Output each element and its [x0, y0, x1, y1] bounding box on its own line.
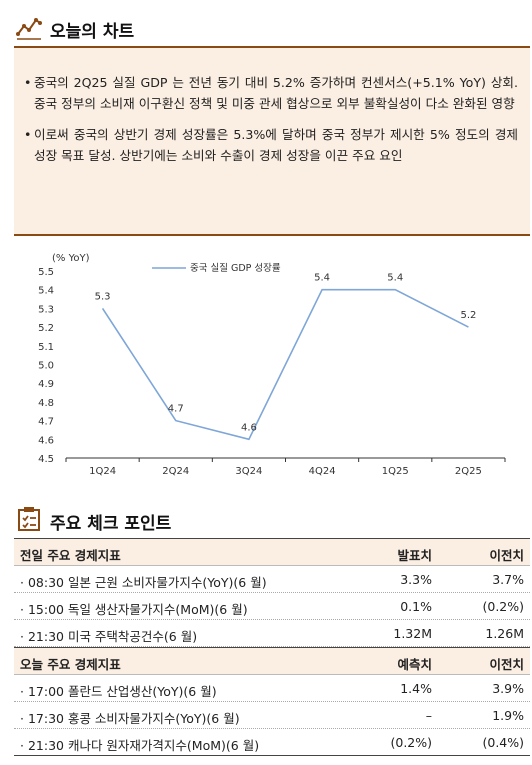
- indicator-actual: 1.32M: [393, 626, 432, 641]
- table-row: · 08:30 일본 근원 소비자물가지수(YoY)(6 월) 3.3% 3.7…: [14, 566, 530, 593]
- header-forecast: 예측치: [397, 657, 432, 672]
- header-previous: 이전치: [489, 548, 524, 563]
- y-axis-unit-label: (% YoY): [52, 253, 90, 264]
- indicator-name: · 08:30 일본 근원 소비자물가지수(YoY)(6 월): [20, 575, 267, 590]
- line-chart: (% YoY) 4.5 4.6 4.7 4.8 4.9 5.0 5.1 5.2 5.3 5.4 5.5…: [38, 253, 506, 477]
- indicator-name: · 17:30 홍콩 소비자물가지수(YoY)(6 월): [20, 711, 240, 726]
- indicator-previous: 1.9%: [492, 708, 524, 723]
- indicator-actual: 3.3%: [400, 572, 432, 587]
- summary-bullet-2: 이로써 중국의 상반기 경제 성장률은 5.3%에 달하며 중국 정부가 제시한…: [24, 124, 518, 166]
- legend-label: 중국 실질 GDP 성장률: [190, 262, 281, 274]
- data-label: 5.2: [460, 310, 476, 321]
- header-name: 전일 주요 경제지표: [20, 548, 121, 563]
- summary-box: 중국의 2Q25 실질 GDP 는 전년 동기 대비 5.2% 증가하며 컨센서…: [14, 48, 530, 236]
- table-row: · 21:30 캐나다 원자재가격지수(MoM)(6 월) (0.2%) (0.…: [14, 729, 530, 756]
- checklist-icon: [18, 507, 40, 531]
- y-tick-label: 4.5: [38, 454, 54, 465]
- today-header-row: 오늘 주요 경제지표 예측치 이전치: [14, 647, 530, 675]
- header-previous: 이전치: [489, 657, 524, 672]
- x-tick-label: 1Q24: [89, 466, 116, 477]
- y-tick-label: 4.7: [38, 417, 54, 428]
- indicator-previous: 1.26M: [485, 626, 524, 641]
- indicator-forecast: 1.4%: [400, 681, 432, 696]
- indicator-forecast: –: [425, 708, 432, 723]
- series-line: [101, 288, 469, 441]
- table-row: · 17:00 폴란드 산업생산(YoY)(6 월) 1.4% 3.9%: [14, 675, 530, 702]
- section-divider: [14, 46, 530, 48]
- section-title: 오늘의 차트: [50, 22, 135, 42]
- header-actual: 발표치: [397, 548, 432, 563]
- y-tick-label: 5.4: [38, 286, 54, 297]
- indicator-name: · 17:00 폴란드 산업생산(YoY)(6 월): [20, 684, 217, 699]
- x-tick-label: 1Q25: [382, 466, 409, 477]
- indicator-previous: (0.4%): [482, 735, 524, 750]
- indicator-previous: 3.7%: [492, 572, 524, 587]
- data-label: 4.7: [168, 404, 184, 415]
- y-tick-label: 4.6: [38, 435, 54, 446]
- checkpoints-header: 주요 체크 포인트: [0, 500, 532, 540]
- data-label: 4.6: [241, 422, 257, 433]
- data-label: 5.4: [314, 273, 330, 284]
- yesterday-header-row: 전일 주요 경제지표 발표치 이전치: [14, 538, 530, 566]
- y-tick-label: 4.8: [38, 398, 54, 409]
- y-tick-label: 5.3: [38, 304, 54, 315]
- y-tick-label: 5.5: [38, 267, 54, 278]
- x-tick-label: 4Q24: [309, 466, 336, 477]
- data-label: 5.4: [387, 273, 403, 284]
- gdp-chart: (% YoY) 4.5 4.6 4.7 4.8 4.9 5.0 5.1 5.2 5.3 5.4 5.5…: [0, 244, 532, 484]
- section-title: 주요 체크 포인트: [50, 514, 172, 534]
- indicator-actual: 0.1%: [400, 599, 432, 614]
- y-tick-label: 5.1: [38, 342, 54, 353]
- y-tick-label: 4.9: [38, 379, 54, 390]
- y-tick-label: 5.2: [38, 323, 54, 334]
- indicator-name: · 21:30 캐나다 원자재가격지수(MoM)(6 월): [20, 738, 260, 753]
- indicator-previous: 3.9%: [492, 681, 524, 696]
- table-row: · 17:30 홍콩 소비자물가지수(YoY)(6 월) – 1.9%: [14, 702, 530, 729]
- y-tick-label: 5.0: [38, 361, 54, 372]
- x-tick-label: 3Q24: [235, 466, 262, 477]
- x-tick-label: 2Q25: [455, 466, 482, 477]
- x-tick-label: 2Q24: [162, 466, 189, 477]
- summary-bullet-1: 중국의 2Q25 실질 GDP 는 전년 동기 대비 5.2% 증가하며 컨센서…: [24, 72, 518, 114]
- todays-chart-header: 오늘의 차트: [0, 8, 532, 48]
- header-name: 오늘 주요 경제지표: [20, 657, 121, 672]
- chart-line-icon: [16, 18, 42, 40]
- indicator-previous: (0.2%): [482, 599, 524, 614]
- table-row: · 21:30 미국 주택착공건수(6 월) 1.32M 1.26M: [14, 620, 530, 647]
- indicator-forecast: (0.2%): [390, 735, 432, 750]
- data-label: 5.3: [95, 291, 111, 302]
- indicator-name: · 21:30 미국 주택착공건수(6 월): [20, 629, 198, 644]
- indicator-table: 전일 주요 경제지표 발표치 이전치 · 08:30 일본 근원 소비자물가지수…: [14, 538, 530, 756]
- indicator-name: · 15:00 독일 생산자물가지수(MoM)(6 월): [20, 602, 248, 617]
- table-row: · 15:00 독일 생산자물가지수(MoM)(6 월) 0.1% (0.2%): [14, 593, 530, 620]
